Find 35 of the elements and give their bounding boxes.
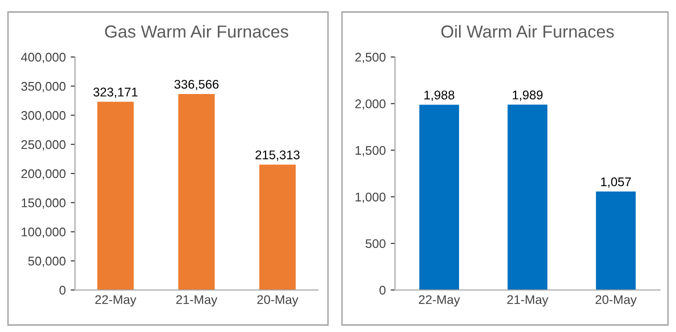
x-tick-label: 22-May [95,295,136,307]
bar [596,191,636,290]
y-tick-label: 1,500 [356,146,386,156]
data-label: 215,313 [256,150,300,161]
y-tick-label: 350,000 [21,82,66,92]
bar [508,104,548,290]
bar [419,104,460,290]
bar [97,102,134,290]
data-label: 323,171 [93,88,138,98]
x-tick-label: 20-May [596,295,637,307]
x-tick-label: 20-May [257,295,298,307]
y-tick-label: 500 [366,239,386,248]
x-tick-label: 21-May [176,295,218,307]
bar [259,164,296,290]
chart-title: Gas Warm Air Furnaces [105,24,288,38]
y-tick-label: 1,000 [356,192,386,203]
y-tick-label: 0 [60,286,66,295]
y-tick-label: 0 [380,286,386,295]
y-tick-label: 100,000 [22,228,66,238]
x-tick-label: 22-May [418,295,460,307]
y-tick-label: 300,000 [21,111,66,122]
y-tick-label: 2,000 [355,99,386,110]
data-label: 336,566 [174,80,219,90]
y-tick-label: 50,000 [28,256,66,268]
data-label: 1,057 [601,177,631,188]
bar [178,94,215,290]
y-tick-label: 150,000 [22,198,66,209]
data-label: 1,988 [424,90,454,101]
data-label: 1,989 [512,90,543,101]
chart-title: Oil Warm Air Furnaces [441,24,614,38]
y-tick-label: 200,000 [21,169,66,180]
y-tick-label: 250,000 [21,140,66,151]
y-tick-label: 2,500 [355,52,386,64]
x-tick-label: 21-May [507,295,548,307]
y-tick-label: 400,000 [21,52,66,64]
